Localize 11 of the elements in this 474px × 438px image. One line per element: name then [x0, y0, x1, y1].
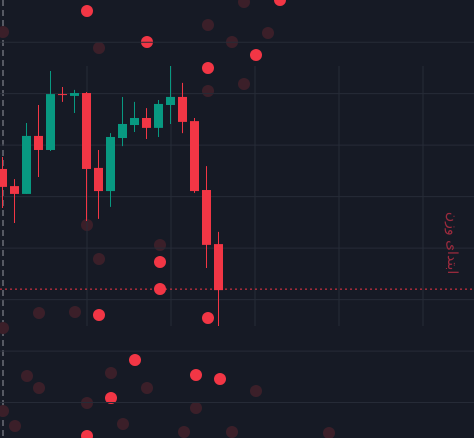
candlestick — [142, 108, 151, 140]
candlestick — [130, 101, 139, 133]
candlestick — [118, 96, 127, 147]
candlestick — [154, 100, 163, 138]
candlestick — [58, 86, 67, 102]
candlestick — [166, 66, 175, 124]
candlestick — [94, 149, 103, 220]
candlestick — [10, 178, 19, 224]
candlestick — [70, 89, 79, 114]
ref-line-label: ابتدای وزن — [444, 212, 460, 274]
candlestick — [34, 104, 43, 178]
